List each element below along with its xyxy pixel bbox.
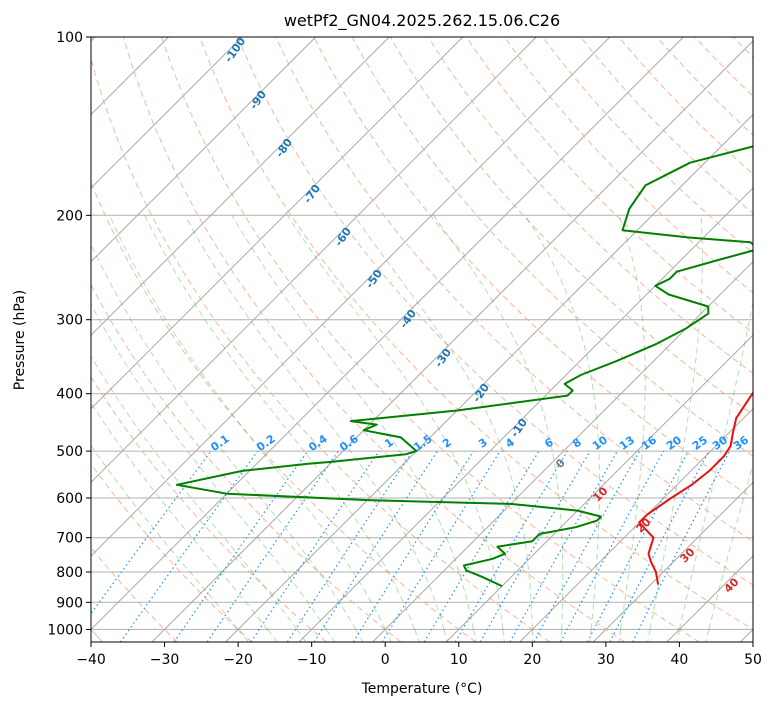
mixing-ratio-line [313,450,438,642]
moist-adiabat [231,215,474,630]
mixing-ratio-line [250,450,380,642]
moist-adiabat [237,629,249,642]
mixing-ratio-line [454,450,568,642]
moist-adiabat [287,215,504,630]
x-tick-label: 40 [671,652,689,668]
mixing-ratio-line [586,450,689,642]
moist-adiabat [705,629,710,642]
moist-adiabat [325,629,335,642]
isotherm [151,40,753,642]
mixing-ratio-line [559,450,665,642]
y-tick-label: 900 [56,595,83,611]
axes: −40 −30 −20 −10 0 10 20 30 40 50 100 200 300 400 500 60… [47,30,762,668]
moist-adiabat [502,629,505,642]
chart-title: wetPf2_GN04.2025.262.15.06.C26 [284,11,560,31]
temperature-line [638,391,753,585]
x-tick-label: 0 [381,652,390,668]
isotherm [91,37,684,631]
dry-adiabat [91,463,253,642]
moist-adiabat [524,215,601,630]
y-tick-label: 500 [56,444,83,460]
x-tick-label: −10 [297,652,327,668]
isotherm [91,37,611,557]
dry-adiabat [123,37,625,642]
mixing-ratio-line [206,450,339,642]
moist-adiabat [91,444,239,630]
y-axis-label: Pressure (hPa) [12,290,28,390]
moist-adiabat [676,629,680,642]
profile-lines [175,145,753,588]
isotherm [91,37,390,336]
moist-adiabat [384,629,392,642]
moist-adiabat [678,299,753,630]
mixing-ratio-line [381,450,501,642]
isotherm [91,37,317,263]
moist-adiabat [443,629,449,642]
x-tick-label: −30 [150,652,180,668]
y-tick-label: 100 [56,30,83,46]
dry-adiabat [91,56,551,642]
moist-adiabat [296,629,307,642]
y-tick-label: 400 [56,387,83,403]
x-tick-label: 10 [450,652,468,668]
moist-adiabat [267,629,278,642]
y-tick-label: 300 [56,313,83,329]
dry-adiabat [199,37,753,630]
moist-adiabat [91,242,357,630]
moist-adiabat [414,629,420,642]
x-tick-label: 50 [744,652,762,668]
dry-adiabat [313,37,753,499]
x-tick-label: −40 [76,652,106,668]
moist-adiabat [91,303,327,630]
y-tick-label: 800 [56,565,83,581]
dry-adiabat [275,37,753,542]
moist-adiabat [618,629,622,642]
plot-frame [90,36,754,643]
moist-adiabat [560,629,563,642]
moist-adiabat [433,215,564,630]
x-tick-label: 20 [523,652,541,668]
isotherm [91,37,537,484]
dewpoint-line [175,145,753,588]
isotherm [372,260,753,642]
y-tick-label: 1000 [47,622,83,638]
mixing-ratio-line [173,450,309,642]
moist-adiabat [184,215,445,630]
moist-adiabat [647,629,651,642]
moist-adiabat [353,215,533,630]
moist-adiabat [708,462,753,630]
y-tick-label: 600 [56,491,83,507]
moist-adiabat [649,215,703,630]
mixing-ratio-line [286,450,414,642]
isotherm [519,408,753,642]
moist-adiabat [109,215,386,630]
moist-adiabat [91,402,268,630]
isotherm [91,37,243,189]
background-lines [91,37,753,642]
mixing-ratio-line [352,450,475,642]
y-tick-label: 700 [56,531,83,547]
isotherm [445,334,753,642]
x-axis-label: Temperature (°C) [361,681,483,697]
moist-adiabat [589,629,592,642]
isotherm [592,481,753,642]
x-tick-label: −20 [223,652,253,668]
moist-adiabat [473,629,477,642]
dry-adiabat [161,37,700,642]
isotherm [91,37,464,410]
dry-adiabat [237,37,753,586]
y-tick-label: 200 [56,208,83,224]
x-tick-label: 30 [597,652,615,668]
moist-adiabat [355,629,364,642]
isotherm [225,113,753,642]
